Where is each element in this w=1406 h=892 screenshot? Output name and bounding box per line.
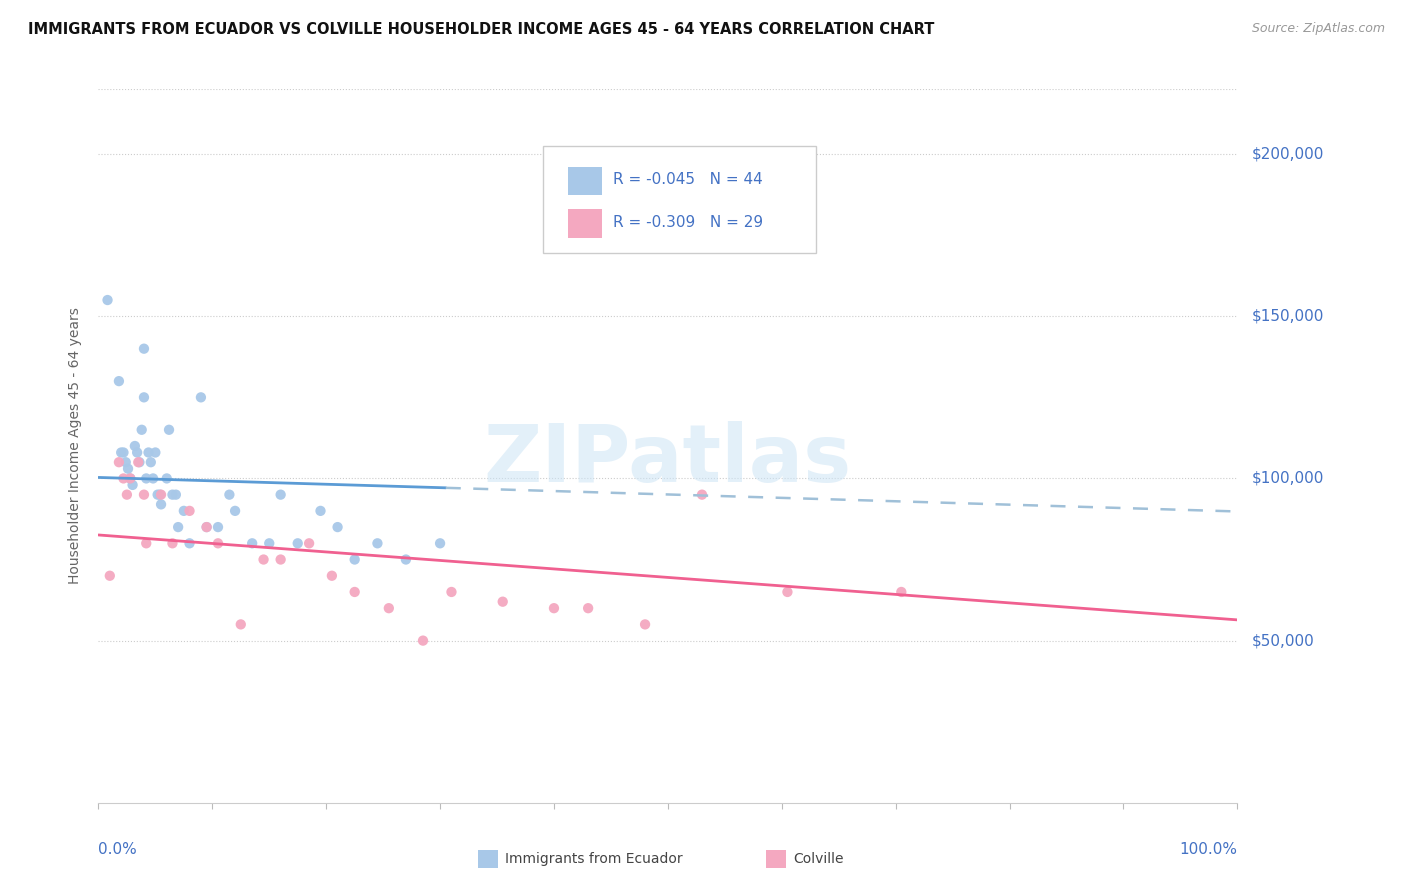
Text: ZIPatlas: ZIPatlas [484,421,852,500]
Point [108,374,131,388]
Text: Immigrants from Ecuador: Immigrants from Ecuador [505,852,682,866]
Point [259,536,281,550]
Point [543,601,565,615]
FancyBboxPatch shape [568,167,602,195]
Point [165,488,187,502]
Point [492,595,515,609]
Point [412,633,434,648]
Text: $200,000: $200,000 [1253,146,1324,161]
Point [115,488,138,502]
Text: $100,000: $100,000 [1253,471,1324,486]
Point [98,568,121,582]
Point [270,488,292,502]
Point [252,552,274,566]
Point [576,601,599,615]
Point [634,617,657,632]
Point [138,445,160,459]
Point [309,504,332,518]
Point [132,390,155,404]
Point [366,536,388,550]
Point [224,504,246,518]
Point [343,585,366,599]
Point [156,471,179,485]
Point [150,488,173,502]
Point [207,536,229,550]
Point [343,552,366,566]
Point [108,455,131,469]
Point [131,423,153,437]
Point [120,471,142,485]
Point [142,471,165,485]
Point [128,455,150,469]
Point [890,585,912,599]
Point [207,520,229,534]
Point [157,423,180,437]
Point [120,471,142,485]
Point [132,342,155,356]
Point [149,488,172,502]
FancyBboxPatch shape [568,210,602,238]
Text: IMMIGRANTS FROM ECUADOR VS COLVILLE HOUSEHOLDER INCOME AGES 45 - 64 YEARS CORREL: IMMIGRANTS FROM ECUADOR VS COLVILLE HOUS… [28,22,935,37]
Point [112,471,135,485]
Point [321,568,343,582]
Point [121,478,143,492]
Point [124,439,146,453]
Text: R = -0.309   N = 29: R = -0.309 N = 29 [613,215,763,229]
Point [776,585,799,599]
Point [690,488,713,502]
Point [145,445,167,459]
Text: Colville: Colville [793,852,844,866]
Point [240,536,263,550]
Point [135,536,157,550]
Point [229,617,252,632]
Point [150,497,173,511]
Point [218,488,240,502]
Point [378,601,401,615]
Point [162,488,184,502]
Point [429,536,451,550]
Y-axis label: Householder Income Ages 45 - 64 years: Householder Income Ages 45 - 64 years [69,308,83,584]
Text: $50,000: $50,000 [1253,633,1315,648]
Point [326,520,349,534]
Point [127,455,149,469]
Point [114,455,136,469]
Text: Source: ZipAtlas.com: Source: ZipAtlas.com [1251,22,1385,36]
Point [112,445,135,459]
Point [179,536,201,550]
Point [190,390,212,404]
Point [96,293,118,307]
Point [127,445,149,459]
Point [135,471,157,485]
Point [270,552,292,566]
Point [110,445,132,459]
Point [195,520,218,534]
Point [395,552,418,566]
Point [179,504,201,518]
Point [173,504,195,518]
Point [132,488,155,502]
Point [440,585,463,599]
Point [195,520,218,534]
Point [139,455,162,469]
Point [117,461,139,475]
Point [146,488,169,502]
Text: $150,000: $150,000 [1253,309,1324,324]
Point [287,536,309,550]
FancyBboxPatch shape [543,146,815,253]
Point [162,536,184,550]
Text: 0.0%: 0.0% [98,842,138,857]
Text: R = -0.045   N = 44: R = -0.045 N = 44 [613,172,763,187]
Point [167,520,190,534]
Text: 100.0%: 100.0% [1180,842,1237,857]
Point [298,536,321,550]
